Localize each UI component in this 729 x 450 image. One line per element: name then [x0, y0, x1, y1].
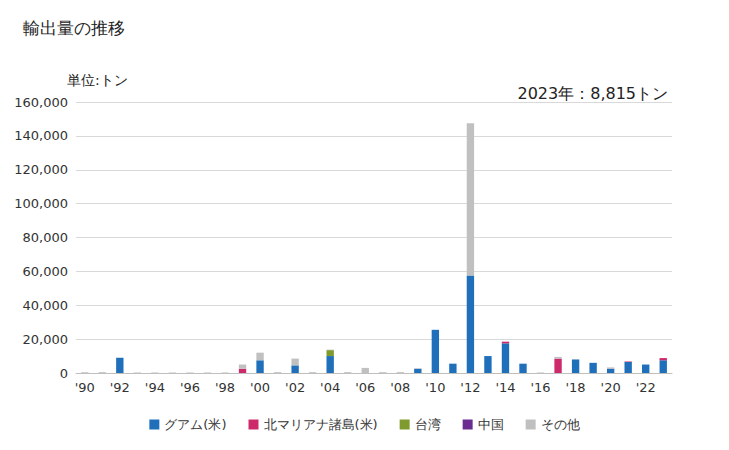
svg-text:'90: '90 — [75, 380, 95, 395]
svg-text:'96: '96 — [180, 380, 200, 395]
svg-text:60,000: 60,000 — [23, 264, 69, 279]
svg-text:160,000: 160,000 — [14, 95, 68, 110]
svg-text:40,000: 40,000 — [23, 298, 69, 313]
svg-text:'94: '94 — [145, 380, 165, 395]
svg-text:0: 0 — [60, 366, 68, 381]
svg-text:100,000: 100,000 — [14, 196, 68, 211]
svg-text:'92: '92 — [110, 380, 130, 395]
svg-text:'20: '20 — [601, 380, 621, 395]
svg-text:'00: '00 — [250, 380, 270, 395]
svg-text:'08: '08 — [390, 380, 410, 395]
svg-text:120,000: 120,000 — [14, 162, 68, 177]
svg-text:'02: '02 — [285, 380, 305, 395]
svg-text:80,000: 80,000 — [23, 230, 69, 245]
svg-text:その他: その他 — [541, 417, 580, 432]
svg-text:'18: '18 — [566, 380, 586, 395]
svg-text:北マリアナ諸島(米): 北マリアナ諸島(米) — [264, 417, 378, 432]
svg-text:台湾: 台湾 — [415, 417, 441, 432]
svg-text:2023年：8,815トン: 2023年：8,815トン — [517, 84, 668, 103]
svg-text:20,000: 20,000 — [23, 332, 69, 347]
svg-text:'10: '10 — [425, 380, 445, 395]
svg-text:'06: '06 — [355, 380, 375, 395]
svg-text:140,000: 140,000 — [14, 128, 68, 143]
svg-text:輸出量の推移: 輸出量の推移 — [23, 18, 125, 38]
svg-text:'16: '16 — [530, 380, 550, 395]
svg-text:グアム(米): グアム(米) — [164, 417, 226, 432]
svg-text:'14: '14 — [495, 380, 515, 395]
svg-text:'12: '12 — [460, 380, 480, 395]
svg-text:'04: '04 — [320, 380, 340, 395]
svg-text:'98: '98 — [215, 380, 235, 395]
svg-text:単位:トン: 単位:トン — [67, 72, 128, 88]
svg-text:'22: '22 — [636, 380, 656, 395]
svg-text:中国: 中国 — [478, 417, 504, 432]
